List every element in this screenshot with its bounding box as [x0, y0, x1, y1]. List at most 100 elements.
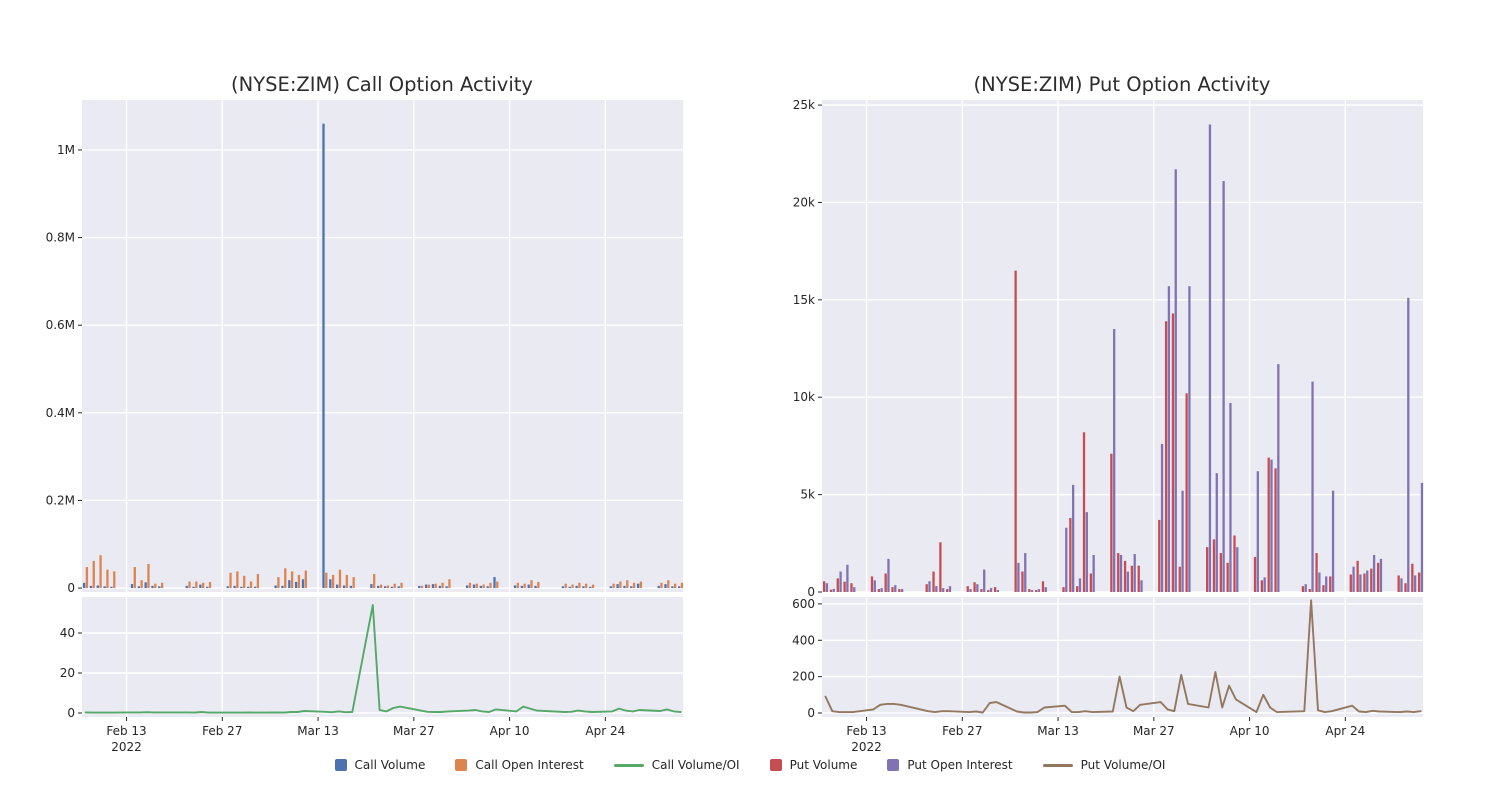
call-volume-bar: [206, 586, 209, 589]
call-ratio-panel: [82, 597, 683, 717]
put-volume-bar: [946, 589, 949, 592]
put-open-interest-bar: [1017, 562, 1020, 592]
legend-swatch-square: [769, 759, 782, 771]
call-volume-bar: [616, 584, 619, 589]
put-volume-bar: [1274, 468, 1277, 592]
call-open-interest-bar: [612, 583, 615, 589]
put-volume-bar: [1349, 574, 1352, 592]
put-volume-bar: [1137, 565, 1140, 592]
call-volume-bar: [465, 585, 469, 589]
x-axis-year-label: 2022: [111, 740, 142, 754]
x-axis-label: Feb 13: [846, 724, 886, 738]
put-open-interest-bar: [1030, 590, 1034, 592]
call-open-interest-bar: [379, 584, 383, 589]
call-volume-bar: [438, 585, 441, 589]
y-axis-label: 0.6M: [46, 318, 75, 332]
put-main-panel: [822, 100, 1423, 592]
call-open-interest-bar: [441, 582, 444, 589]
y-axis-label: 0.8M: [46, 231, 75, 245]
put-open-interest-bar: [1277, 364, 1280, 592]
put-volume-bar: [870, 576, 874, 592]
legend-label: Put Volume: [789, 758, 858, 772]
call-open-interest-bar: [352, 577, 355, 589]
put-volume-bar: [877, 589, 880, 592]
put-open-interest-bar: [1222, 181, 1225, 592]
put-volume-bar: [829, 589, 833, 592]
put-volume-bar: [1376, 562, 1380, 592]
legend-label: Put Volume/OI: [1080, 758, 1166, 772]
call-open-interest-bar: [284, 568, 287, 589]
legend-swatch-square: [334, 759, 347, 771]
put-open-interest-bar: [1167, 286, 1171, 592]
legend-item: Call Volume/OI: [613, 758, 740, 772]
put-open-interest-bar: [1400, 578, 1403, 592]
call-open-interest-bar: [113, 571, 116, 589]
put-volume-bar: [1089, 573, 1093, 592]
put-open-interest-bar: [1331, 490, 1335, 592]
put-open-interest-bar: [989, 588, 993, 592]
put-volume-bar: [1329, 576, 1332, 592]
call-volume-bar: [342, 585, 346, 589]
put-open-interest-bar: [839, 571, 842, 592]
x-axis-label: Apr 24: [1325, 724, 1365, 738]
call-open-interest-bar: [475, 583, 478, 589]
put-open-interest-bar: [1325, 576, 1328, 592]
put-volume-bar: [898, 589, 901, 592]
put-chart-title: (NYSE:ZIM) Put Option Activity: [974, 73, 1271, 96]
call-volume-bar: [431, 584, 435, 589]
put-open-interest-bar: [1359, 574, 1362, 592]
put-open-interest-bar: [1372, 554, 1376, 592]
legend-item: Put Open Interest: [887, 758, 1013, 772]
put-open-interest-bar: [1366, 570, 1369, 592]
put-volume-bar: [884, 573, 887, 592]
y-axis-label: 0.2M: [46, 493, 75, 507]
call-open-interest-bar: [147, 563, 150, 589]
put-open-interest-bar: [1352, 566, 1355, 592]
y-axis-label: 15k: [793, 293, 815, 307]
call-open-interest-bar: [290, 571, 294, 589]
put-open-interest-bar: [1318, 572, 1321, 592]
put-open-interest-bar: [873, 580, 876, 592]
call-open-interest-bar: [680, 582, 684, 589]
put-open-interest-bar: [894, 585, 897, 592]
call-open-interest-bar: [564, 583, 567, 589]
call-volume-bar: [130, 584, 134, 589]
legend-swatch-square: [455, 759, 468, 771]
y-axis-label: 0: [67, 706, 75, 720]
call-open-interest-bar: [632, 582, 636, 589]
call-open-interest-bar: [297, 574, 301, 589]
call-open-interest-bar: [626, 580, 629, 589]
put-volume-bar: [1110, 453, 1113, 592]
put-open-interest-bar: [832, 588, 835, 592]
call-volume-bar: [671, 586, 674, 589]
put-open-interest-bar: [942, 588, 945, 592]
put-volume-bar: [1219, 553, 1222, 592]
put-open-interest-bar: [935, 586, 938, 592]
call-volume-bar: [609, 586, 612, 589]
call-open-interest-bar: [229, 572, 232, 589]
call-volume-bar: [240, 586, 243, 589]
call-open-interest-bar: [516, 582, 519, 589]
call-open-interest-bar: [530, 580, 533, 589]
y-axis-label: 600: [792, 597, 815, 611]
put-open-interest-bar: [825, 583, 829, 592]
put-open-interest-bar: [846, 564, 849, 592]
call-volume-bar: [630, 586, 633, 589]
call-open-interest-bar: [325, 572, 328, 589]
x-axis-label: Mar 13: [1037, 724, 1079, 738]
call-open-interest-bar: [386, 585, 390, 589]
call-volume-bar: [110, 586, 113, 589]
put-open-interest-bar: [1174, 169, 1177, 592]
call-ratio-line: [84, 604, 682, 714]
put-volume-bar: [1062, 587, 1065, 592]
put-open-interest-bar: [1037, 589, 1041, 592]
legend-swatch-square: [887, 759, 900, 771]
legend-label: Call Volume: [354, 758, 426, 772]
put-open-interest-bar: [1379, 558, 1383, 592]
call-volume-bar: [445, 586, 448, 589]
put-open-interest-bar: [1126, 571, 1130, 592]
put-open-interest-bar: [928, 581, 931, 592]
call-volume-bar: [520, 585, 524, 589]
put-volume-bar: [1267, 457, 1270, 592]
